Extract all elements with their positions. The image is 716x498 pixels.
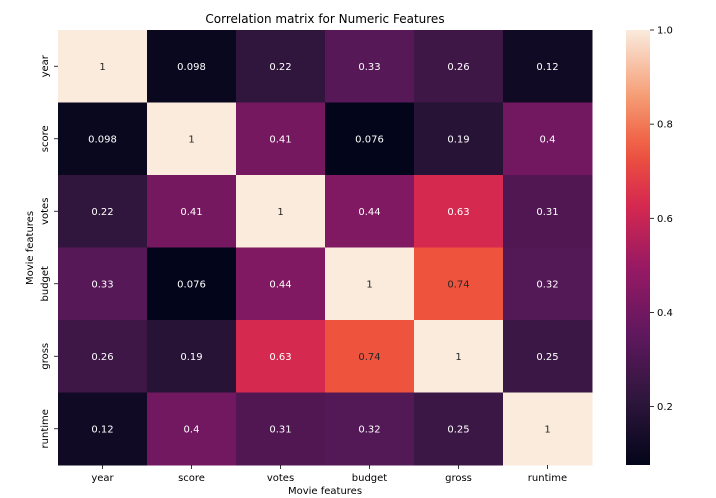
heatmap-cell: [58, 320, 148, 393]
heatmap-cell: [503, 175, 593, 248]
heatmap-cell-label: 0.25: [447, 424, 469, 435]
heatmap-cell-label: 0.44: [269, 279, 291, 290]
heatmap-cell: [58, 247, 148, 321]
heatmap-cell-label: 0.44: [358, 207, 380, 218]
heatmap-cell: [503, 30, 593, 103]
heatmap-cell: [325, 320, 415, 393]
heatmap-cell-label: 0.74: [358, 352, 380, 363]
heatmap-cell-label: 0.32: [358, 424, 380, 435]
heatmap-cell-labels: 1 0.098 0.22 0.33 0.26 0.120.098 1 0.41 0.076 0.1…: [88, 62, 558, 436]
heatmap-cell-label: 0.63: [447, 207, 469, 218]
heatmap-cell: [414, 392, 504, 466]
y-tick-label: score: [40, 125, 51, 152]
y-tick-label: runtime: [40, 409, 51, 448]
heatmap-cell-label: 0.32: [536, 279, 558, 290]
heatmap-cell: [147, 175, 237, 248]
heatmap-cell-label: 1: [188, 134, 194, 145]
heatmap-cell-label: 0.25: [536, 352, 558, 363]
heatmap-cell-label: 0.41: [269, 134, 291, 145]
heatmap-cell-label: 0.41: [180, 207, 202, 218]
y-tick-label: gross: [40, 343, 51, 370]
heatmap-cell-label: 1: [277, 207, 283, 218]
heatmap-cell: [236, 102, 326, 176]
heatmap-cell: [325, 30, 415, 103]
heatmap-cell: [503, 320, 593, 393]
heatmap-cell: [147, 30, 237, 103]
heatmap-cell-label: 0.26: [91, 352, 113, 363]
heatmap-cell-label: 0.33: [91, 279, 113, 290]
heatmap-cell: [147, 320, 237, 393]
heatmap-cell: [414, 175, 504, 248]
x-tick-label: runtime: [528, 473, 567, 484]
heatmap-cell: [236, 30, 326, 103]
heatmap-cell: [58, 30, 148, 103]
y-tick-label: votes: [40, 198, 51, 225]
heatmap-cell-label: 0.4: [184, 424, 200, 435]
colorbar-tick-label: 0.6: [657, 214, 673, 225]
heatmap-cell-label: 0.63: [269, 352, 291, 363]
heatmap-cell: [236, 175, 326, 248]
heatmap-cell-label: 0.26: [447, 62, 469, 73]
heatmap-cell-label: 0.4: [540, 134, 556, 145]
heatmap-cell: [58, 392, 148, 466]
x-tick-label: year: [91, 473, 114, 484]
y-axis-label: Movie features: [25, 211, 36, 285]
colorbar: 0.2 0.4 0.6 0.8 1.0: [626, 26, 673, 465]
heatmap-cell-label: 0.076: [355, 134, 384, 145]
heatmap-cell-label: 0.33: [358, 62, 380, 73]
heatmap-cell-label: 0.19: [180, 352, 202, 363]
heatmap-cell-label: 0.098: [177, 62, 206, 73]
heatmap-cell: [325, 392, 415, 466]
x-axis-label: Movie features: [288, 486, 362, 497]
heatmap-cell: [147, 247, 237, 321]
heatmap-cell: [414, 247, 504, 321]
heatmap-cell: [147, 392, 237, 466]
x-axis: year score votes budget gross runtime: [91, 465, 567, 484]
y-axis: year score votes budget gross runtime: [40, 54, 58, 448]
heatmap-cell-label: 0.22: [269, 62, 291, 73]
heatmap-cell: [325, 175, 415, 248]
y-tick-label: year: [40, 54, 51, 77]
heatmap-cell-label: 0.076: [177, 279, 206, 290]
heatmap-cell: [503, 392, 593, 466]
x-tick-label: votes: [267, 473, 294, 484]
colorbar-tick-label: 1.0: [657, 26, 673, 37]
heatmap-cell-label: 0.098: [88, 134, 117, 145]
heatmap-cell: [147, 102, 237, 176]
heatmap-cells: [58, 30, 593, 466]
heatmap-cell-label: 1: [366, 279, 372, 290]
chart-title: Correlation matrix for Numeric Features: [205, 12, 444, 26]
heatmap-cell: [325, 247, 415, 321]
heatmap-cell: [503, 102, 593, 176]
heatmap-cell: [236, 320, 326, 393]
x-tick-label: budget: [352, 473, 388, 484]
heatmap-cell-label: 1: [455, 352, 461, 363]
colorbar-tick-label: 0.2: [657, 402, 673, 413]
heatmap-cell-label: 1: [544, 424, 550, 435]
colorbar-tick-label: 0.8: [657, 120, 673, 131]
heatmap-cell-label: 0.12: [536, 62, 558, 73]
heatmap-cell-label: 0.31: [269, 424, 291, 435]
heatmap-cell: [58, 102, 148, 176]
colorbar-gradient: [626, 30, 650, 465]
heatmap-cell-label: 0.22: [91, 207, 113, 218]
x-tick-label: gross: [445, 473, 472, 484]
heatmap-cell: [58, 175, 148, 248]
heatmap-cell: [414, 102, 504, 176]
heatmap-cell: [236, 247, 326, 321]
heatmap-cell: [325, 102, 415, 176]
heatmap-cell-label: 0.74: [447, 279, 469, 290]
heatmap-cell: [503, 247, 593, 321]
x-tick-label: score: [178, 473, 205, 484]
colorbar-tick-label: 0.4: [657, 308, 673, 319]
heatmap-cell: [414, 30, 504, 103]
heatmap-cell: [236, 392, 326, 466]
heatmap-cell-label: 0.31: [536, 207, 558, 218]
heatmap-cell-label: 0.12: [91, 424, 113, 435]
y-tick-label: budget: [40, 266, 51, 302]
heatmap-cell: [414, 320, 504, 393]
heatmap-cell-label: 1: [99, 62, 105, 73]
heatmap-cell-label: 0.19: [447, 134, 469, 145]
